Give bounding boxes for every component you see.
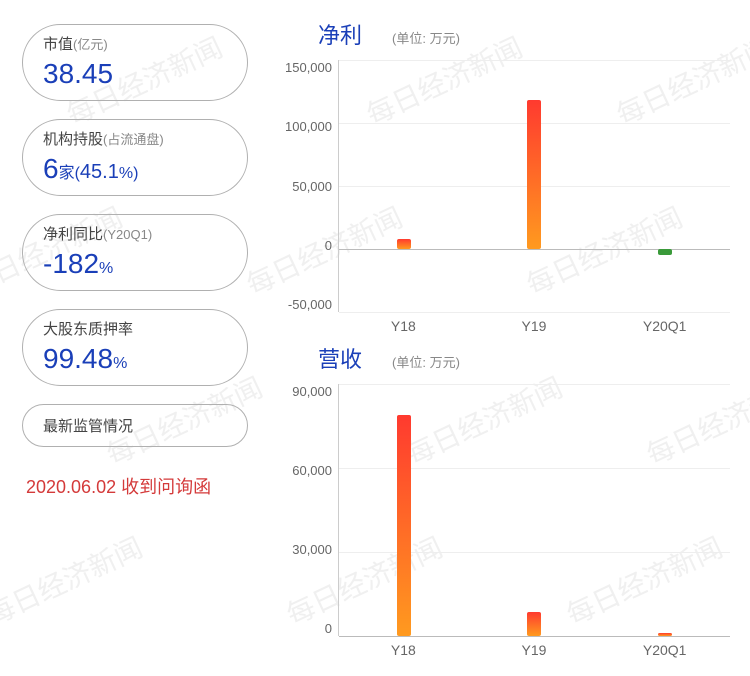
right-panel: 净利 (单位: 万元) 150,000 100,000 50,000 0 -50,000…: [260, 0, 750, 676]
profit-plot: [338, 60, 730, 312]
footer-note: 2020.06.02 收到问询函: [22, 473, 248, 499]
y-tick: 100,000: [285, 119, 332, 134]
bar: [397, 239, 411, 249]
y-tick: 60,000: [292, 463, 332, 478]
revenue-y-axis: 90,000 60,000 30,000 0: [268, 384, 338, 636]
profit-x-axis: Y18Y19Y20Q1: [268, 318, 730, 334]
market-cap-pill: 市值(亿元) 38.45: [22, 24, 248, 101]
profit-chart: 净利 (单位: 万元) 150,000 100,000 50,000 0 -50,000…: [268, 18, 730, 334]
left-panel: 市值(亿元) 38.45 机构持股(占流通盘) 6家(45.1%) 净利同比(Y…: [0, 0, 260, 676]
x-label: Y18: [338, 642, 469, 658]
market-cap-label: 市值(亿元): [43, 33, 227, 54]
profit-yoy-pill: 净利同比(Y20Q1) -182%: [22, 214, 248, 291]
x-label: Y18: [338, 318, 469, 334]
y-tick: 90,000: [292, 384, 332, 399]
x-label: Y19: [469, 642, 600, 658]
y-tick: -50,000: [288, 297, 332, 312]
profit-chart-unit: (单位: 万元): [392, 28, 460, 47]
bar: [658, 249, 672, 255]
inst-holding-value: 6家(45.1%): [43, 153, 227, 185]
y-tick: 30,000: [292, 542, 332, 557]
bar: [658, 633, 672, 636]
main-container: 市值(亿元) 38.45 机构持股(占流通盘) 6家(45.1%) 净利同比(Y…: [0, 0, 750, 676]
revenue-plot: [338, 384, 730, 636]
revenue-chart-unit: (单位: 万元): [392, 352, 460, 371]
y-tick: 150,000: [285, 60, 332, 75]
x-label: Y20Q1: [599, 318, 730, 334]
revenue-x-axis: Y18Y19Y20Q1: [268, 642, 730, 658]
pledge-value: 99.48%: [43, 343, 227, 375]
profit-chart-title: 净利: [318, 18, 362, 50]
y-tick: 0: [325, 621, 332, 636]
market-cap-value: 38.45: [43, 58, 227, 90]
bar: [527, 612, 541, 636]
revenue-chart: 营收 (单位: 万元) 90,000 60,000 30,000 0 Y18Y19Y2…: [268, 342, 730, 658]
inst-holding-pill: 机构持股(占流通盘) 6家(45.1%): [22, 119, 248, 196]
bar: [527, 100, 541, 249]
x-label: Y20Q1: [599, 642, 730, 658]
supervision-pill: 最新监管情况: [22, 404, 248, 447]
profit-yoy-value: -182%: [43, 248, 227, 280]
profit-y-axis: 150,000 100,000 50,000 0 -50,000: [268, 60, 338, 312]
bar: [397, 415, 411, 636]
revenue-chart-title: 营收: [318, 342, 362, 374]
x-label: Y19: [469, 318, 600, 334]
inst-holding-label: 机构持股(占流通盘): [43, 128, 227, 149]
profit-yoy-label: 净利同比(Y20Q1): [43, 223, 227, 244]
pledge-pill: 大股东质押率 99.48%: [22, 309, 248, 386]
pledge-label: 大股东质押率: [43, 318, 227, 339]
supervision-label: 最新监管情况: [43, 415, 227, 436]
y-tick: 50,000: [292, 179, 332, 194]
y-tick: 0: [325, 238, 332, 253]
